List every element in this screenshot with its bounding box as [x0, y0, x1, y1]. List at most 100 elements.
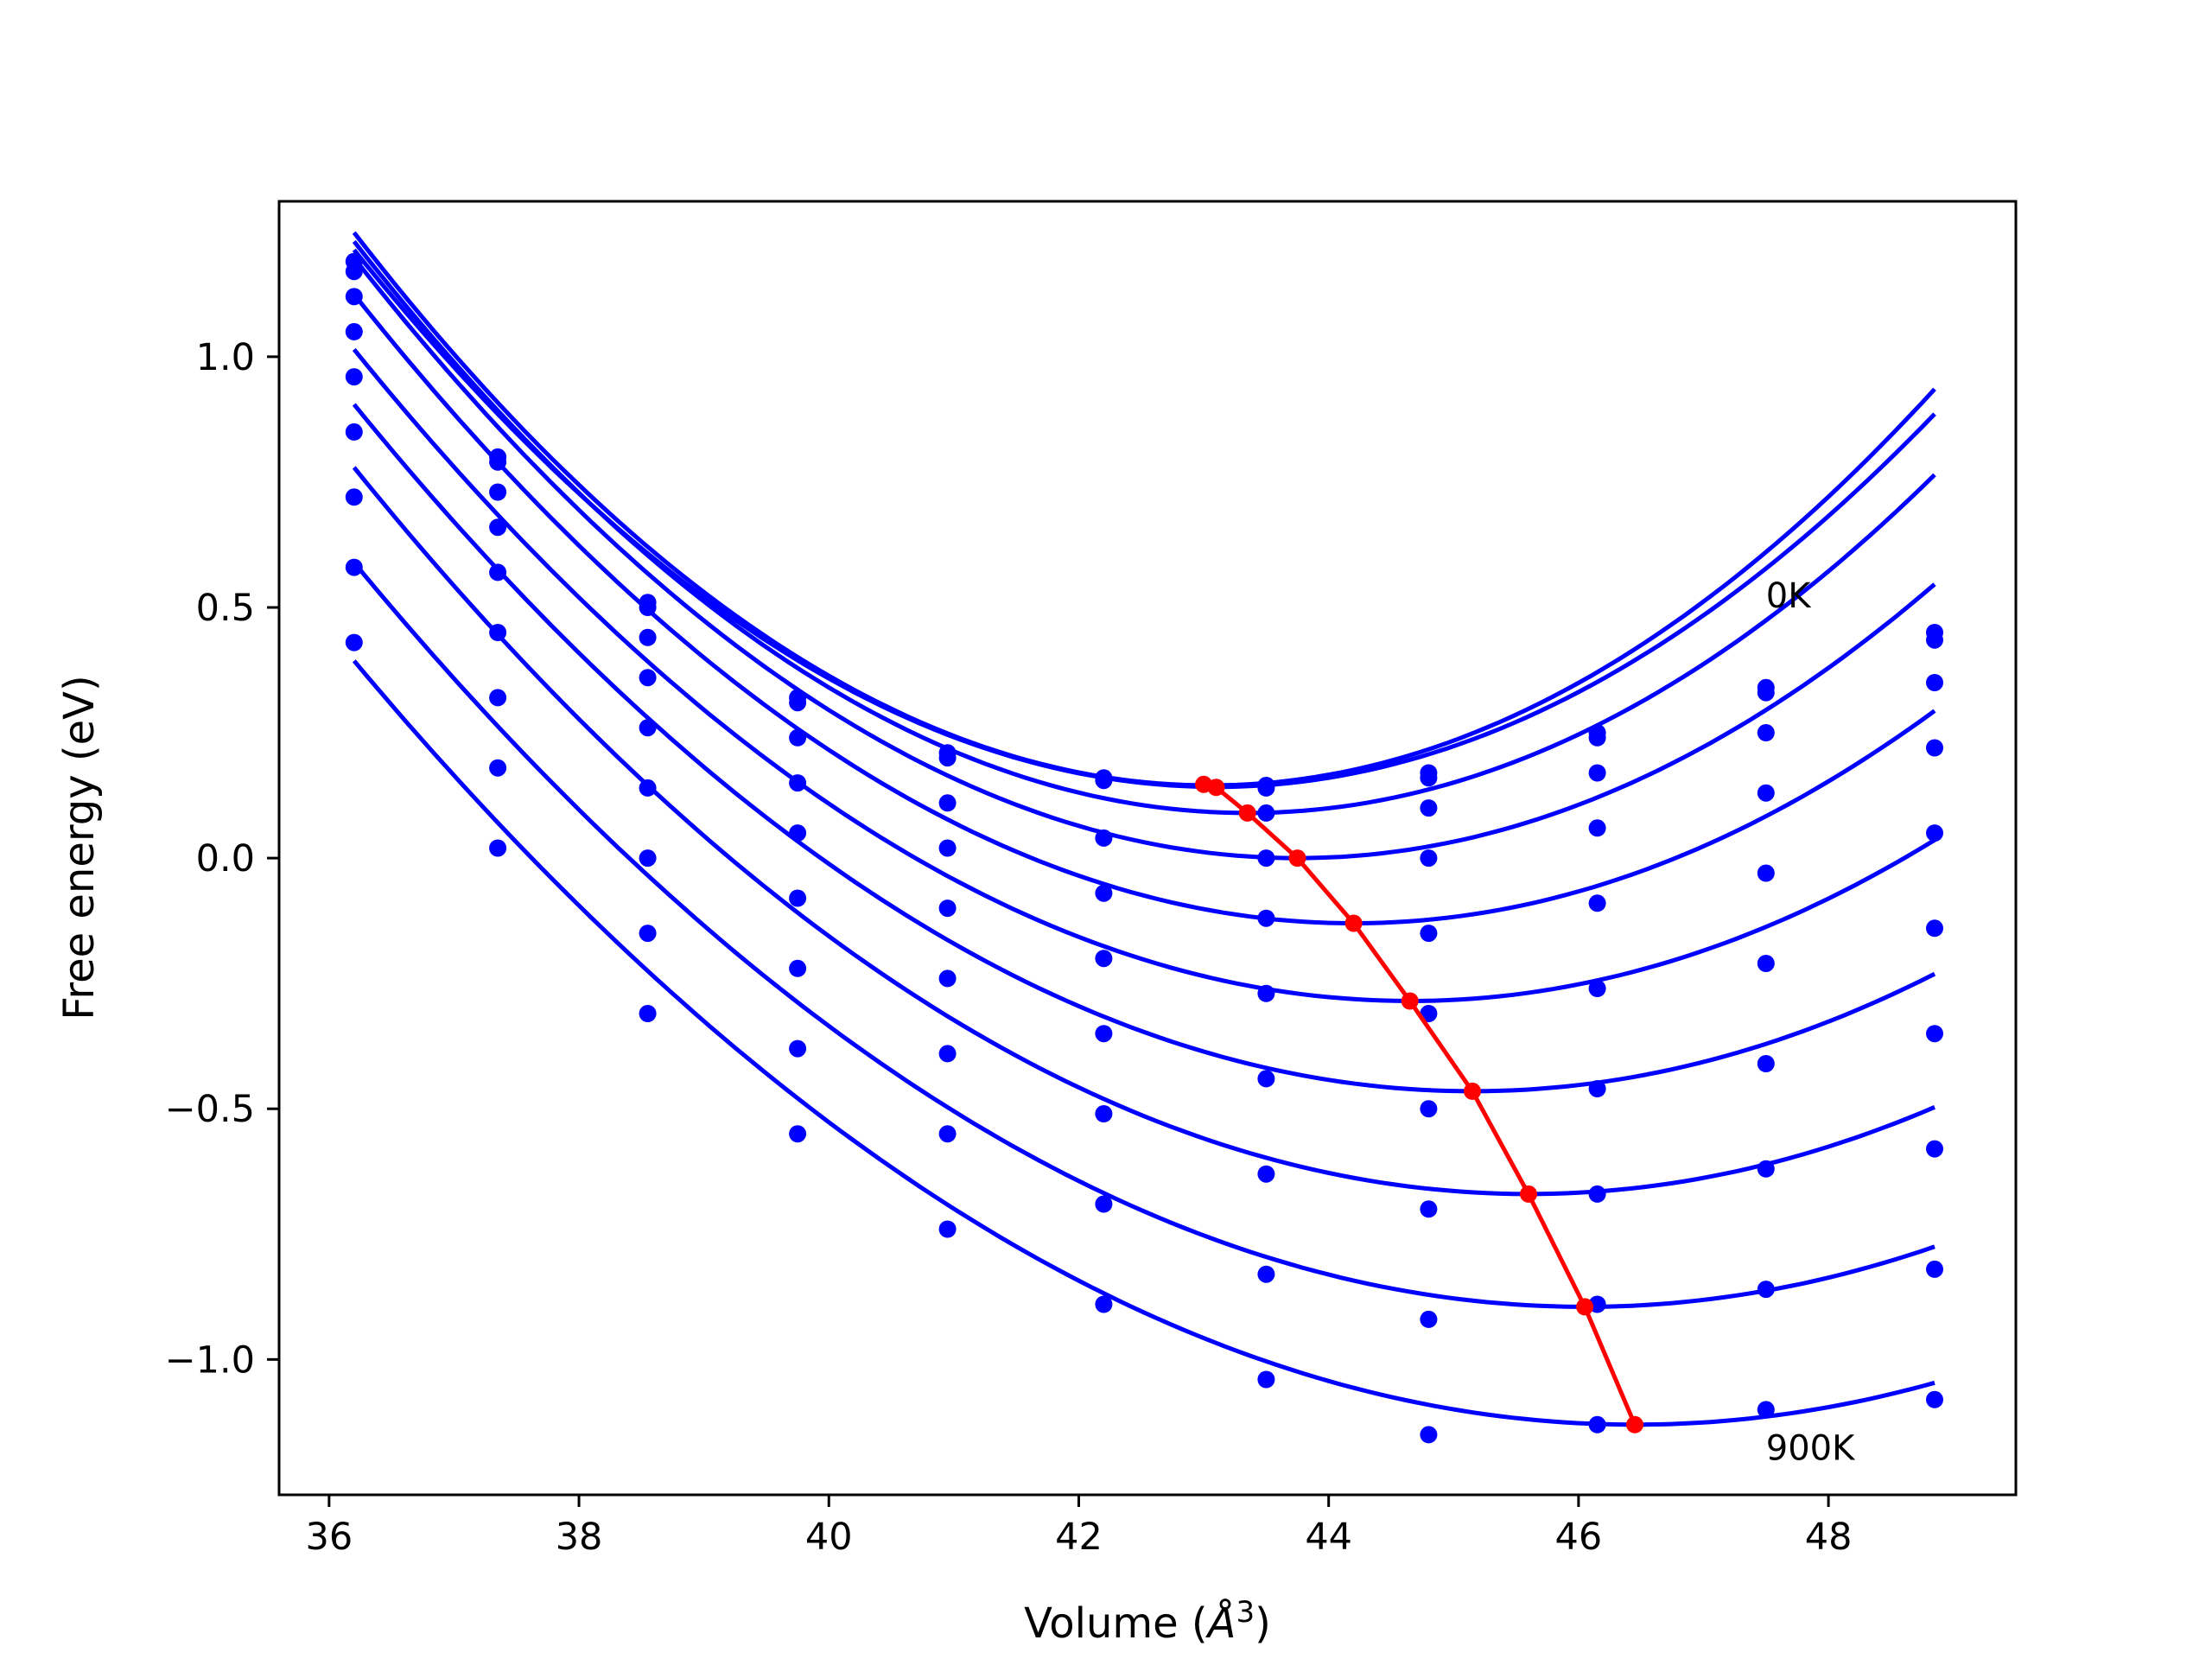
annotations: 0K 900K — [1766, 576, 1856, 1468]
data-point — [1257, 909, 1275, 927]
data-point — [1095, 1025, 1113, 1043]
data-point — [345, 633, 363, 652]
data-point — [789, 824, 807, 842]
data-point — [639, 779, 657, 797]
data-point — [639, 719, 657, 737]
minimum-point — [1207, 779, 1225, 797]
x-tick-label: 44 — [1305, 1516, 1352, 1559]
data-point — [489, 839, 507, 857]
data-point — [639, 1005, 657, 1022]
data-point — [1257, 1070, 1275, 1088]
data-point — [1257, 804, 1275, 822]
data-point — [345, 488, 363, 506]
data-point — [1926, 1140, 1943, 1158]
data-point — [1757, 955, 1775, 972]
minimum-point — [1401, 992, 1419, 1010]
data-point — [1588, 819, 1606, 837]
data-point — [789, 774, 807, 792]
fit-curve-5 — [352, 293, 1936, 926]
x-tick-label: 36 — [305, 1516, 353, 1559]
data-point — [1420, 925, 1438, 943]
data-point — [1257, 1265, 1275, 1283]
data-point — [1757, 1281, 1775, 1299]
data-point — [1588, 894, 1606, 912]
y-tick-label: 0.0 — [196, 837, 255, 880]
x-tick-label: 48 — [1805, 1516, 1853, 1559]
data-point — [789, 889, 807, 907]
fit-curve-8 — [352, 466, 1936, 1197]
data-point — [1095, 1295, 1113, 1313]
data-point — [1420, 1426, 1438, 1444]
x-tick-label: 46 — [1555, 1516, 1603, 1559]
y-tick-label: 1.0 — [196, 336, 255, 379]
data-point — [1420, 1005, 1438, 1022]
data-point — [1420, 1310, 1438, 1328]
data-point — [1757, 1401, 1775, 1419]
axis-ticks: 36 38 40 42 44 46 48 −1.0 −0.5 0.0 0.5 1.0 — [165, 336, 1853, 1559]
data-point — [489, 689, 507, 707]
data-point — [639, 849, 657, 868]
data-point — [1588, 980, 1606, 997]
data-point — [938, 1125, 957, 1143]
minimum-point — [1238, 804, 1256, 822]
data-point — [345, 368, 363, 386]
data-point — [489, 624, 507, 641]
data-point — [1926, 824, 1943, 842]
data-point — [1926, 1025, 1943, 1043]
minimum-point — [1520, 1185, 1537, 1203]
minimum-point — [1288, 849, 1306, 868]
data-point — [639, 669, 657, 687]
minimum-point — [1344, 914, 1363, 932]
data-point — [938, 839, 957, 857]
minimum-point — [1626, 1415, 1643, 1433]
data-point — [1420, 769, 1438, 787]
data-point — [1757, 724, 1775, 741]
data-point — [789, 1125, 807, 1143]
data-point — [1757, 784, 1775, 802]
data-point — [1095, 950, 1113, 968]
data-point — [1420, 1200, 1438, 1218]
data-point — [1926, 674, 1943, 691]
fit-curve-10 — [352, 659, 1936, 1427]
y-axis-title: Free energy (eV) — [55, 675, 104, 1020]
data-point — [1420, 1100, 1438, 1118]
fit-curves — [352, 231, 1936, 1427]
minimum-point — [1464, 1082, 1481, 1100]
x-tick-label: 40 — [805, 1516, 853, 1559]
minimum-line — [1203, 782, 1637, 1426]
x-tick-label: 42 — [1055, 1516, 1103, 1559]
data-point — [938, 1220, 957, 1238]
data-point — [489, 518, 507, 537]
data-point — [1926, 919, 1943, 938]
data-point — [938, 899, 957, 918]
data-point — [345, 322, 363, 340]
data-point — [489, 759, 507, 777]
data-point — [789, 959, 807, 977]
data-point — [789, 694, 807, 712]
data-point — [639, 925, 657, 943]
data-point — [489, 563, 507, 582]
data-point — [1095, 829, 1113, 847]
data-point — [1257, 1370, 1275, 1389]
data-point — [789, 728, 807, 747]
x-axis-title: Volume (Å3) — [1024, 1595, 1271, 1648]
data-point — [1757, 1055, 1775, 1072]
y-tick-label: 0.5 — [196, 587, 255, 630]
y-tick-label: −1.0 — [165, 1338, 255, 1382]
plot-frame — [277, 200, 2018, 1497]
data-point — [1257, 984, 1275, 1002]
fit-curve-3 — [352, 239, 1936, 816]
data-point — [789, 1039, 807, 1058]
fit-curve-9 — [352, 561, 1936, 1309]
data-point — [1588, 1080, 1606, 1097]
data-point — [1095, 772, 1113, 790]
data-point — [938, 1045, 957, 1063]
fit-curve-6 — [352, 347, 1936, 1004]
data-point — [1420, 849, 1438, 868]
data-point — [1757, 864, 1775, 882]
x-tick-label: 38 — [556, 1516, 603, 1559]
data-point — [639, 599, 657, 616]
data-point — [345, 263, 363, 281]
